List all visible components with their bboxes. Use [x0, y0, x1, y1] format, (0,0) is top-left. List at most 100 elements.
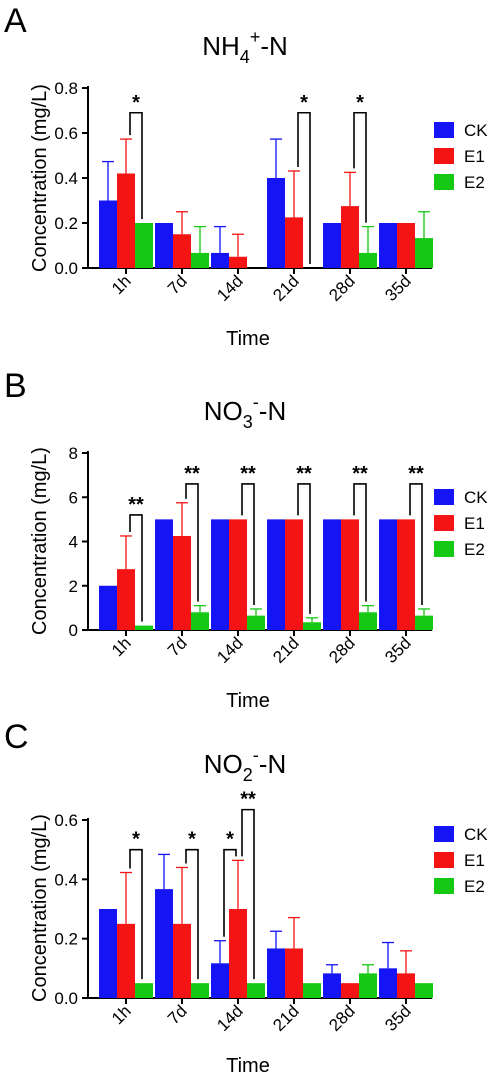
- bar-CK: [99, 909, 117, 998]
- x-tick-label: 7d: [164, 1001, 191, 1028]
- y-tick-label: 0.2: [54, 930, 78, 949]
- bar-E1: [341, 519, 359, 630]
- bar-E1: [229, 909, 247, 998]
- x-axis-label: Time: [226, 690, 270, 712]
- x-tick-label: 1h: [108, 271, 135, 298]
- significance-bracket: [185, 483, 199, 602]
- legend-swatch-E1: [434, 148, 454, 164]
- bar-E1: [341, 983, 359, 998]
- significance-bracket: [129, 111, 143, 219]
- chart-title: NH4+-N: [202, 27, 288, 67]
- legend-label: CK: [464, 825, 488, 844]
- bar-E1: [229, 519, 247, 630]
- significance-bracket: [185, 848, 199, 980]
- significance-label: **: [352, 463, 368, 485]
- bar-E1: [285, 519, 303, 630]
- x-tick-label: 14d: [213, 633, 246, 666]
- significance-label: *: [132, 92, 140, 114]
- y-tick-label: 6: [69, 488, 78, 507]
- bar-CK: [323, 973, 341, 998]
- bar-E1: [397, 519, 415, 630]
- x-tick-label: 35d: [381, 1001, 414, 1034]
- bar-CK: [379, 968, 397, 998]
- significance-bracket: [223, 848, 237, 937]
- significance-bracket: [129, 848, 143, 980]
- x-axis-label: Time: [226, 328, 270, 350]
- bar-E2: [247, 615, 265, 630]
- y-tick-label: 0.4: [54, 870, 78, 889]
- y-tick-label: 2: [69, 577, 78, 596]
- bar-CK: [267, 519, 285, 630]
- legend-swatch-E1: [434, 515, 454, 531]
- bar-CK: [379, 223, 397, 268]
- bar-CK: [155, 889, 173, 998]
- significance-bracket: [129, 514, 143, 622]
- significance-bracket: [241, 483, 255, 605]
- y-tick-label: 8: [69, 444, 78, 463]
- panel-letter: C: [4, 718, 29, 756]
- bar-CK: [155, 223, 173, 268]
- legend-swatch-CK: [434, 489, 454, 505]
- x-axis-label: Time: [226, 1055, 270, 1077]
- significance-bracket: [297, 483, 311, 614]
- chart-panel-A: A NH4+-N Concentration (mg/L) 0.0 0.2 0.4 0.6 0…: [4, 2, 488, 350]
- significance-label: *: [300, 92, 308, 114]
- y-tick-label: 0.6: [54, 811, 78, 830]
- significance-bracket: [297, 111, 311, 264]
- x-tick-label: 7d: [164, 633, 191, 660]
- bar-CK: [99, 585, 117, 630]
- y-tick-label: 0.2: [54, 214, 78, 233]
- legend-swatch-CK: [434, 826, 454, 842]
- bar-CK: [211, 963, 229, 998]
- significance-label: **: [240, 789, 256, 811]
- x-tick-label: 28d: [325, 1001, 358, 1034]
- bar-E2: [247, 983, 265, 998]
- significance-label: *: [188, 829, 196, 851]
- bar-E1: [117, 173, 135, 268]
- legend-label: CK: [464, 121, 488, 140]
- significance-label: *: [356, 92, 364, 114]
- x-tick-label: 21d: [269, 271, 302, 304]
- significance-label: **: [240, 463, 256, 485]
- bar-E2: [415, 615, 433, 630]
- significance-label: **: [408, 463, 424, 485]
- bar-E1: [285, 948, 303, 998]
- chart-panel-C: C NO2--N Concentration (mg/L) 0.0 0.2 0.4 0.6 1…: [4, 718, 488, 1077]
- chart-title: NO3--N: [204, 392, 286, 432]
- y-tick-label: 0: [69, 621, 78, 640]
- panel-letter: A: [4, 2, 27, 40]
- bar-CK: [155, 519, 173, 630]
- significance-bracket: [353, 111, 367, 223]
- y-tick-label: 0.4: [54, 169, 78, 188]
- bar-CK: [211, 519, 229, 630]
- x-tick-label: 35d: [381, 271, 414, 304]
- bar-E2: [359, 252, 377, 268]
- y-tick-label: 4: [69, 533, 78, 552]
- y-axis-label: Concentration (mg/L): [29, 814, 51, 1002]
- y-tick-label: 0.0: [54, 989, 78, 1008]
- legend-swatch-E1: [434, 852, 454, 868]
- y-axis-label: Concentration (mg/L): [29, 447, 51, 635]
- legend-swatch-E2: [434, 878, 454, 894]
- legend-label: E1: [464, 851, 485, 870]
- bar-E1: [229, 256, 247, 268]
- x-tick-label: 1h: [108, 633, 135, 660]
- bar-E2: [191, 612, 209, 630]
- significance-bracket: [353, 483, 367, 602]
- bar-CK: [99, 200, 117, 268]
- bar-E1: [341, 206, 359, 268]
- chart-panel-B: B NO3--N Concentration (mg/L) 0 2 4 6 8 1h 7d 14d 2…: [4, 367, 488, 712]
- significance-bracket: [409, 483, 423, 605]
- x-tick-label: 14d: [213, 271, 246, 304]
- x-tick-label: 35d: [381, 633, 414, 666]
- bar-E2: [303, 622, 321, 630]
- bar-E2: [191, 983, 209, 998]
- x-tick-label: 1h: [108, 1001, 135, 1028]
- legend-swatch-E2: [434, 174, 454, 190]
- legend-label: E1: [464, 514, 485, 533]
- bar-CK: [211, 252, 229, 268]
- bar-E1: [117, 569, 135, 630]
- bar-E1: [173, 535, 191, 630]
- bar-E1: [117, 923, 135, 998]
- y-tick-label: 0.0: [54, 259, 78, 278]
